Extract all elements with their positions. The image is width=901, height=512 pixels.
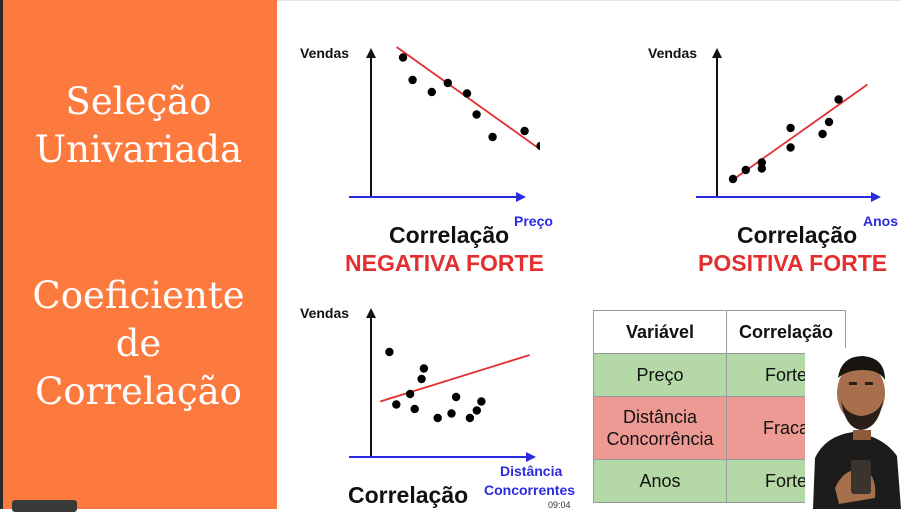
data-point — [472, 406, 481, 415]
section-subtitle-line3: Correlação — [35, 370, 242, 413]
chart3-xlabel-line2: Concorrentes — [484, 482, 576, 498]
data-point — [757, 158, 766, 167]
section-subtitle-line1: Coeficiente — [32, 274, 245, 317]
cell-variable-line2: Concorrência — [606, 429, 714, 449]
chart1-xlabel: Preço — [514, 213, 553, 229]
data-point — [472, 110, 481, 119]
section-title-line1: Seleção — [65, 80, 212, 123]
slide-top-border — [277, 0, 901, 1]
data-point — [465, 413, 475, 423]
trend-line — [379, 354, 530, 403]
data-point — [408, 75, 417, 85]
data-point — [488, 132, 497, 142]
title-sidebar: Seleção Univariada Coeficiente de Correl… — [0, 0, 277, 509]
section-subtitle-line2: de — [115, 322, 162, 365]
trend-line — [729, 83, 868, 183]
chart2-ylabel: Vendas — [648, 45, 698, 61]
cell-variable: Preço — [593, 353, 727, 397]
data-point — [451, 392, 461, 402]
data-point — [410, 404, 419, 414]
data-point — [392, 400, 401, 409]
data-point — [427, 87, 436, 97]
scatter-plot-weak — [349, 308, 536, 462]
chart3-ylabel: Vendas — [300, 305, 350, 321]
section-title: Seleção Univariada — [0, 78, 277, 174]
chart2-xlabel: Anos — [863, 213, 898, 229]
chart3-xlabel-line1: Distância — [500, 463, 563, 479]
chart1-caption: Correlação — [389, 222, 510, 248]
table-row: Anos Forte — [593, 459, 846, 503]
data-point — [834, 95, 843, 104]
data-point — [385, 347, 394, 357]
data-point — [405, 389, 415, 399]
chart3-caption: Correlação — [348, 482, 469, 508]
x-axis-arrow — [871, 192, 881, 202]
data-point — [433, 413, 442, 423]
data-point — [824, 117, 834, 127]
y-axis-arrow — [366, 48, 376, 58]
data-point — [417, 374, 426, 384]
video-timestamp: 09:04 — [548, 500, 571, 510]
data-point — [520, 126, 529, 136]
cell-variable: Anos — [593, 459, 727, 503]
video-control-tab[interactable] — [12, 500, 77, 512]
data-point — [536, 141, 540, 151]
scatter-plot-positive — [696, 48, 881, 202]
data-point — [462, 89, 472, 98]
header-correlation: Correlação — [726, 310, 846, 354]
data-point — [786, 123, 795, 133]
y-axis-arrow — [366, 308, 376, 318]
presenter-webcam — [805, 348, 901, 509]
section-title-line2: Univariada — [34, 128, 243, 171]
chart2-strength: POSITIVA FORTE — [698, 250, 888, 276]
data-point — [398, 53, 408, 62]
trend-line — [396, 46, 540, 151]
data-point — [818, 129, 827, 139]
data-point — [447, 409, 456, 418]
section-subtitle: Coeficiente de Correlação — [0, 272, 277, 416]
cell-variable-line1: Distância — [622, 407, 698, 427]
x-axis-arrow — [526, 452, 536, 462]
sidebar-edge — [0, 0, 3, 509]
header-variable: Variável — [593, 310, 727, 354]
x-axis-arrow — [516, 192, 526, 202]
cell-variable: Distância Concorrência — [593, 396, 727, 460]
data-point — [757, 164, 766, 173]
data-point — [741, 165, 750, 175]
data-point — [728, 174, 738, 184]
y-axis-arrow — [712, 48, 722, 58]
data-point — [786, 143, 795, 152]
table-row: Distância Concorrência Fraca — [593, 396, 846, 460]
chart2-caption: Correlação — [737, 222, 858, 248]
chart1-ylabel: Vendas — [300, 45, 350, 61]
chart1-strength: NEGATIVA FORTE — [345, 250, 544, 276]
data-point — [419, 364, 429, 373]
data-point — [443, 78, 452, 88]
scatter-plot-negative — [349, 46, 540, 202]
data-point — [477, 397, 486, 406]
